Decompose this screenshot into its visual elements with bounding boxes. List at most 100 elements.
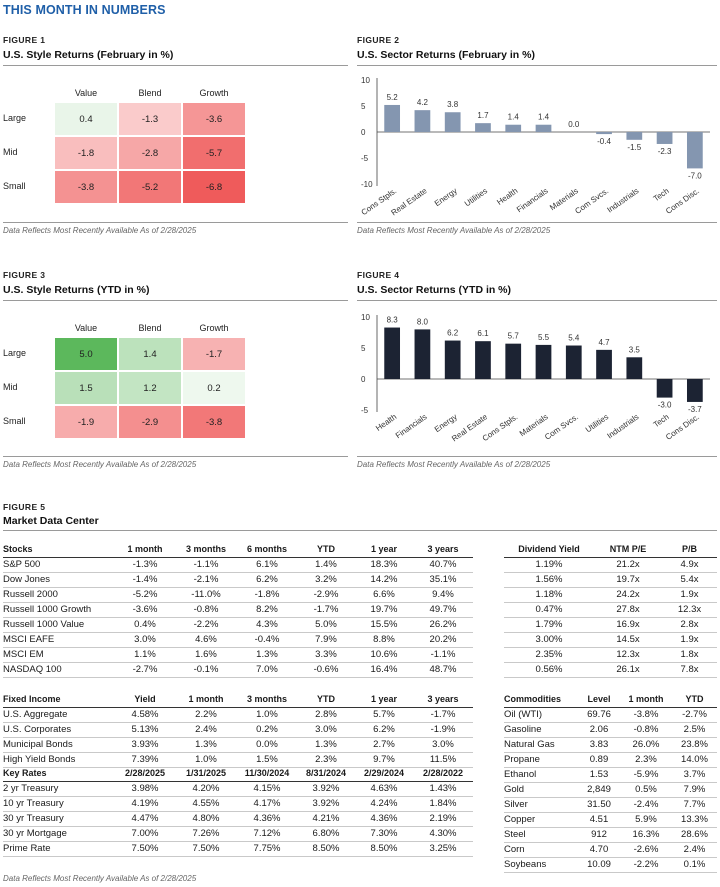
table-header-cell: Key Rates [3, 766, 115, 782]
table-cell: 7.39% [115, 752, 175, 768]
table-cell: 4.36% [355, 811, 413, 827]
table-cell: 48.7% [413, 662, 473, 678]
table-cell: 3.25% [413, 841, 473, 857]
table-cell: 6.2% [237, 572, 297, 588]
table-cell: Natural Gas [504, 737, 578, 753]
x-category-label: Com Svcs. [543, 412, 580, 442]
y-tick-label: 0 [361, 128, 366, 137]
table-cell: 13.3% [672, 812, 717, 828]
table-row: Propane 0.89 2.3% 14.0% [504, 752, 717, 768]
bar [535, 344, 552, 379]
table-header-cell: 3 months [237, 692, 297, 708]
table-header-row: Stocks 1 month 3 months 6 months YTD 1 year 3 … [3, 542, 473, 558]
table-cell: 0.4% [115, 617, 175, 633]
table-cell: -0.6% [297, 662, 355, 678]
x-category-label: Tech [652, 412, 671, 429]
table-row: 10 yr Treasury 4.19% 4.55% 4.17% 3.92% 4.24% 1… [3, 796, 473, 812]
table-cell: 9.7% [355, 752, 413, 768]
table-header-cell: 3 years [413, 542, 473, 558]
table-cell: 6.80% [297, 826, 355, 842]
bar [384, 327, 401, 379]
table-cell: Ethanol [504, 767, 578, 783]
table-cell: 4.63% [355, 781, 413, 797]
table-header-cell: YTD [672, 692, 717, 708]
table-header-cell: YTD [297, 542, 355, 558]
heatmap-cell: -2.8 [118, 136, 182, 170]
heatmap-cell: 0.4 [54, 102, 118, 136]
table-cell: Russell 1000 Value [3, 617, 115, 633]
table-cell: -2.7% [672, 707, 717, 723]
table-cell: 4.70 [578, 842, 620, 858]
x-category-label: Cons Disc. [664, 186, 701, 216]
figure-1-rule [3, 65, 348, 66]
sector-bar-chart-ytd: 10 5 0 -5 8.3 Health 8.0 Financials 6.2 Energy 6.1… [361, 313, 710, 443]
table-cell: 1.0% [237, 707, 297, 723]
table-row: U.S. Corporates 5.13% 2.4% 0.2% 3.0% 6.2% -1.9… [3, 722, 473, 738]
y-tick-label: 0 [361, 375, 366, 384]
table-cell: NASDAQ 100 [3, 662, 115, 678]
table-cell: High Yield Bonds [3, 752, 115, 768]
table-cell: 2.8% [297, 707, 355, 723]
table-cell: 11.5% [413, 752, 473, 768]
table-cell: 18.3% [355, 557, 413, 573]
table-cell: 12.3x [594, 647, 662, 663]
style-heatmap-ytd: Value Blend Growth Large 5.0 1.4 -1.7 Mid 1.5 1.2… [0, 315, 350, 455]
heatmap-cell: 1.2 [118, 371, 182, 405]
figure-1-title: U.S. Style Returns (February in %) [3, 49, 174, 61]
table-cell: 1.4% [297, 557, 355, 573]
table-header-cell: 2/28/2025 [115, 766, 175, 782]
bar-value-label: 6.1 [477, 329, 489, 338]
table-cell: 5.7% [355, 707, 413, 723]
y-tick-label: 10 [361, 313, 370, 322]
table-cell: Propane [504, 752, 578, 768]
heatmap-row-header: Small [3, 416, 26, 426]
table-cell: 2.4% [175, 722, 237, 738]
table-cell: -2.9% [297, 587, 355, 603]
table-cell: Russell 1000 Growth [3, 602, 115, 618]
heatmap-cell: -1.7 [182, 337, 246, 371]
table-row: 2.35% 12.3x 1.8x [504, 647, 717, 663]
bar [686, 379, 703, 402]
table-row: 2 yr Treasury 3.98% 4.20% 4.15% 3.92% 4.63% 1.… [3, 781, 473, 797]
bar-value-label: 0.0 [568, 120, 580, 129]
table-cell: 4.21% [297, 811, 355, 827]
table-cell: 2.5% [672, 722, 717, 738]
table-cell: 7.7% [672, 797, 717, 813]
table-cell: 2.3% [297, 752, 355, 768]
table-cell: 1.3% [297, 737, 355, 753]
table-cell: 6.1% [237, 557, 297, 573]
table-cell: 912 [578, 827, 620, 843]
table-cell: -2.7% [115, 662, 175, 678]
table-cell: 26.2% [413, 617, 473, 633]
table-cell: -5.9% [620, 767, 672, 783]
table-row: 1.79% 16.9x 2.8x [504, 617, 717, 633]
table-cell: 7.00% [115, 826, 175, 842]
y-tick-label: -5 [361, 406, 369, 415]
table-cell: 4.24% [355, 796, 413, 812]
bar [384, 104, 401, 132]
table-row: 30 yr Mortgage 7.00% 7.26% 7.12% 6.80% 7.30% 4… [3, 826, 473, 842]
table-cell: -2.2% [175, 617, 237, 633]
bar [475, 341, 491, 379]
table-cell: -2.6% [620, 842, 672, 858]
table-cell: U.S. Aggregate [3, 707, 115, 723]
table-cell: 1.8x [662, 647, 717, 663]
heatmap-row-header: Large [3, 348, 27, 358]
table-cell: 30 yr Treasury [3, 811, 115, 827]
table-header-cell: 11/30/2024 [237, 766, 297, 782]
table-header-cell: YTD [297, 692, 355, 708]
table-row: NASDAQ 100 -2.7% -0.1% 7.0% -0.6% 16.4% 48.7% [3, 662, 473, 678]
bar [535, 124, 552, 132]
table-cell: 10.6% [355, 647, 413, 663]
table-cell: -2.4% [620, 797, 672, 813]
heatmap-cell: 0.2 [182, 371, 246, 405]
table-cell: -1.7% [297, 602, 355, 618]
bar-value-label: 4.2 [417, 98, 429, 107]
table-row: Russell 1000 Value 0.4% -2.2% 4.3% 5.0% 15.5%… [3, 617, 473, 633]
table-header-cell: Commodities [504, 692, 578, 708]
table-cell: 2.35% [504, 647, 594, 663]
table-cell: 7.26% [175, 826, 237, 842]
table-cell: Dow Jones [3, 572, 115, 588]
table-cell: 10.09 [578, 857, 620, 873]
x-category-label: Industrials [605, 186, 640, 214]
